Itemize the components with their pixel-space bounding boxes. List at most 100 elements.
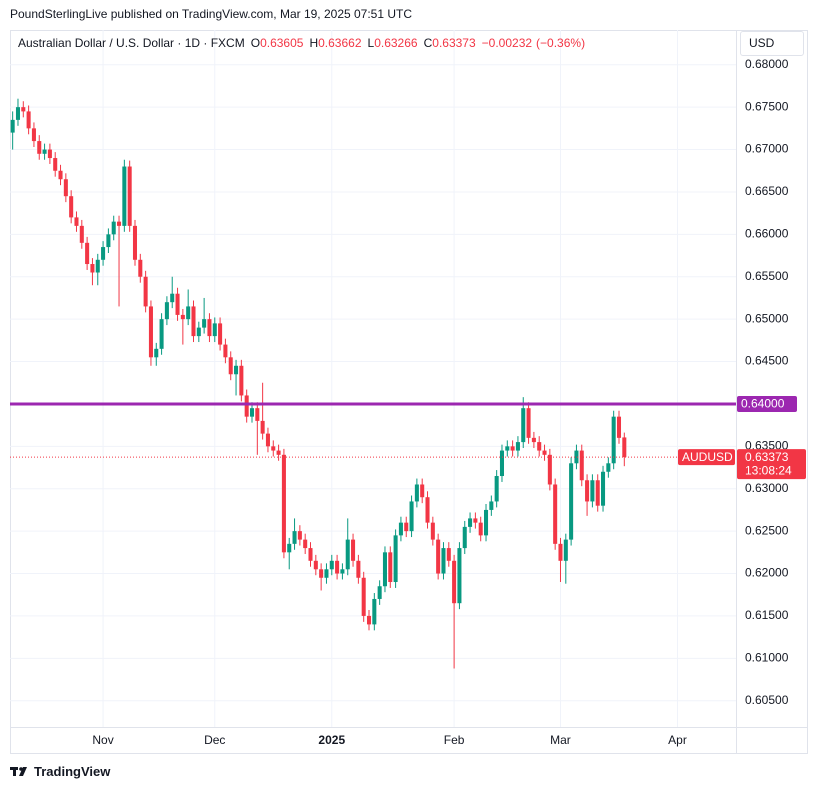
candle-body bbox=[276, 450, 281, 455]
candle-body bbox=[521, 408, 526, 443]
candle-body bbox=[526, 408, 531, 438]
candle-body bbox=[414, 484, 419, 502]
candle-body bbox=[606, 463, 611, 472]
candle-body bbox=[585, 480, 590, 502]
candle-body bbox=[138, 259, 143, 277]
candle-body bbox=[244, 395, 249, 417]
candle-body bbox=[468, 518, 473, 527]
candle-body bbox=[537, 442, 542, 451]
candle-body bbox=[207, 319, 212, 337]
candle-body bbox=[499, 450, 504, 477]
candle-body bbox=[148, 306, 153, 358]
candle-body bbox=[616, 416, 622, 438]
candle-body bbox=[515, 442, 520, 451]
candle-body bbox=[101, 247, 106, 260]
candle-body bbox=[430, 522, 435, 540]
x-tick-label: Apr bbox=[668, 733, 687, 747]
candle-body bbox=[170, 293, 175, 303]
candle-body bbox=[531, 437, 536, 443]
candle-body bbox=[69, 196, 74, 218]
candle-body bbox=[611, 416, 616, 464]
change-percent: (−0.36%) bbox=[536, 36, 586, 50]
y-tick-label: 0.63500 bbox=[745, 439, 789, 453]
y-tick-label: 0.61000 bbox=[745, 650, 789, 664]
candle-body bbox=[388, 552, 393, 583]
candle-body bbox=[154, 348, 159, 358]
y-tick-label: 0.66000 bbox=[745, 227, 789, 241]
candle-body bbox=[31, 128, 36, 142]
candle-body bbox=[478, 522, 483, 536]
price-tag bbox=[737, 395, 797, 412]
candle-body bbox=[377, 586, 382, 599]
candle-body bbox=[622, 437, 627, 458]
candle-body bbox=[37, 141, 42, 154]
y-tick-label: 0.64500 bbox=[745, 354, 789, 368]
y-tick-label: 0.66500 bbox=[745, 184, 789, 198]
candle-body bbox=[260, 420, 265, 434]
tradingview-logo bbox=[10, 767, 27, 776]
candle-body bbox=[164, 302, 169, 320]
candle-body bbox=[234, 365, 239, 375]
candle-body bbox=[218, 323, 223, 345]
candle-body bbox=[249, 408, 255, 417]
y-tick-label: 0.60500 bbox=[745, 693, 789, 707]
candle-body bbox=[457, 548, 462, 604]
change: −0.00232 bbox=[481, 36, 533, 50]
candle-body bbox=[595, 480, 600, 506]
candle-body bbox=[446, 548, 451, 561]
candle-body bbox=[159, 319, 164, 349]
candle-body bbox=[265, 433, 270, 447]
candle-body bbox=[47, 149, 52, 159]
candle-body bbox=[356, 560, 361, 578]
candle-body bbox=[441, 548, 446, 574]
candle-body bbox=[212, 323, 217, 337]
candle-body bbox=[590, 480, 595, 502]
candle-body bbox=[473, 518, 478, 523]
currency-button[interactable]: USD bbox=[740, 31, 804, 56]
candle-body bbox=[436, 539, 441, 574]
candle-body bbox=[239, 365, 244, 396]
legend-key: C bbox=[423, 36, 433, 50]
x-tick-label: Feb bbox=[444, 733, 465, 747]
candle-body bbox=[452, 560, 457, 604]
y-tick-label: 0.67000 bbox=[745, 142, 789, 156]
publish-header: PoundSterlingLive published on TradingVi… bbox=[10, 7, 413, 21]
candle-body bbox=[324, 569, 329, 578]
y-tick-label: 0.61500 bbox=[745, 608, 789, 622]
candle-body bbox=[180, 314, 185, 320]
legend: Australian Dollar / U.S. Dollar · 1D · F… bbox=[18, 36, 585, 50]
y-tick-label: 0.65000 bbox=[745, 311, 789, 325]
candle-body bbox=[308, 548, 313, 561]
candle-body bbox=[404, 522, 409, 532]
candle-body bbox=[553, 484, 558, 544]
candle-body bbox=[85, 242, 90, 265]
chart-frame bbox=[10, 30, 808, 754]
symbol-tag bbox=[678, 449, 735, 466]
candle-body bbox=[196, 327, 201, 337]
candle-body bbox=[462, 526, 467, 549]
candle-body bbox=[191, 306, 196, 337]
symbol-title: Australian Dollar / U.S. Dollar · 1D · F… bbox=[18, 36, 245, 50]
candle-body bbox=[255, 408, 260, 421]
y-tick-label: 0.67500 bbox=[745, 99, 789, 113]
candle-body bbox=[409, 501, 414, 532]
candle-body bbox=[574, 450, 579, 464]
candle-body bbox=[21, 107, 26, 112]
grid: 0.60500 0.61000 0.61500 0.62000 0.62500 0.630… bbox=[10, 30, 789, 747]
candle-body bbox=[186, 306, 191, 320]
y-tick-label: 0.68000 bbox=[745, 57, 789, 71]
candle-body bbox=[563, 539, 568, 561]
candle-body bbox=[372, 598, 377, 625]
candle-body bbox=[127, 166, 132, 226]
candle-body bbox=[42, 149, 47, 154]
y-tick-label: 0.63000 bbox=[745, 481, 789, 495]
candle-body bbox=[489, 501, 494, 510]
candle-body bbox=[228, 357, 233, 375]
candle-body bbox=[53, 158, 58, 171]
candle-body bbox=[117, 221, 122, 226]
last-price-label: 0.63373 bbox=[745, 450, 789, 464]
candle-body bbox=[351, 539, 356, 561]
legend-value: 0.63605 bbox=[260, 36, 304, 50]
